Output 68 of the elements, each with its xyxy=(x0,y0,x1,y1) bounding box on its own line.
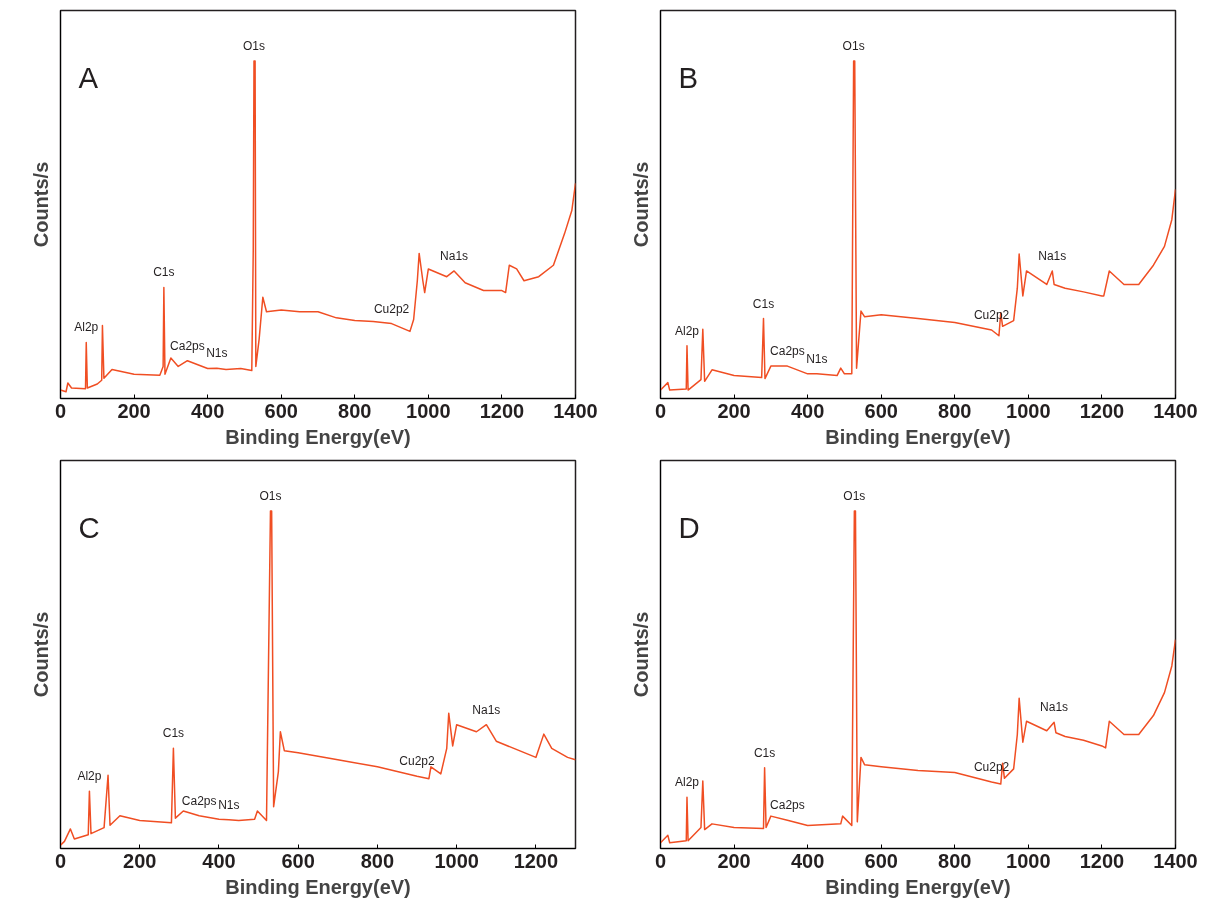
x-tick-label: 1400 xyxy=(1153,399,1198,422)
x-tick-label: 0 xyxy=(654,399,667,422)
x-tick-label: 1200 xyxy=(479,399,525,422)
annotation: O1s xyxy=(259,489,282,504)
x-tick-label: 0 xyxy=(654,849,667,872)
annotation: O1s xyxy=(842,39,865,54)
x-axis-title: Binding Energy(eV) xyxy=(225,875,411,898)
x-tick-label: 1000 xyxy=(1006,399,1051,422)
annotation: Al2p xyxy=(674,323,700,338)
x-tick-label: 800 xyxy=(938,399,972,422)
x-axis-title: Binding Energy(eV) xyxy=(825,425,1011,448)
chart-title: B xyxy=(678,60,699,94)
x-tick-label: 0 xyxy=(54,849,67,872)
annotation: O1s xyxy=(242,39,265,54)
y-axis-title: Counts/s xyxy=(629,611,652,698)
x-tick-label: 200 xyxy=(717,399,751,422)
x-tick-label: 1200 xyxy=(1079,849,1125,872)
annotation: N1s xyxy=(806,351,828,366)
x-tick-label: 400 xyxy=(790,849,825,872)
x-tick-label: 400 xyxy=(202,849,236,872)
annotation: Na1s xyxy=(472,702,501,717)
x-tick-label: 1200 xyxy=(1079,399,1125,422)
annotation: C1s xyxy=(752,296,775,311)
annotation: Cu2p2 xyxy=(373,301,410,316)
annotation: Al2p xyxy=(674,775,700,790)
x-tick-label: 200 xyxy=(717,849,751,872)
annotation: Ca2ps xyxy=(170,338,205,353)
x-tick-label: 0 xyxy=(54,399,67,422)
chart-title: A xyxy=(78,60,99,94)
x-tick-label: 200 xyxy=(117,399,151,422)
chart-title: C xyxy=(78,510,100,544)
x-tick-label: 1400 xyxy=(553,399,598,422)
annotation: Na1s xyxy=(1038,248,1067,263)
x-tick-label: 800 xyxy=(338,399,372,422)
annotation: Ca2ps xyxy=(770,798,805,813)
chart-title: D xyxy=(678,510,700,544)
annotation: N1s xyxy=(218,797,240,812)
y-axis-title: Counts/s xyxy=(629,161,652,248)
y-axis-title: Counts/s xyxy=(29,161,52,248)
x-tick-label: 800 xyxy=(360,849,395,872)
annotation: Al2p xyxy=(74,320,99,335)
annotation: Na1s xyxy=(1040,700,1069,715)
annotation: C1s xyxy=(753,745,776,760)
y-axis-title: Counts/s xyxy=(29,611,52,698)
annotation: Ca2ps xyxy=(770,344,805,359)
x-tick-label: 1200 xyxy=(513,849,559,872)
annotation: C1s xyxy=(162,726,185,741)
x-tick-label: 800 xyxy=(938,849,972,872)
annotation: C1s xyxy=(153,265,175,280)
annotation: Al2p xyxy=(77,769,102,784)
x-tick-label: 1400 xyxy=(1153,849,1198,872)
annotation: N1s xyxy=(206,346,228,361)
annotation: Ca2ps xyxy=(181,793,217,808)
x-axis-title: Binding Energy(eV) xyxy=(825,875,1011,898)
annotation: O1s xyxy=(843,489,866,504)
x-tick-label: 1000 xyxy=(406,399,451,422)
x-tick-label: 600 xyxy=(264,399,298,422)
x-tick-label: 1000 xyxy=(434,849,479,872)
x-tick-label: 600 xyxy=(864,399,898,422)
annotation: Na1s xyxy=(440,248,469,263)
x-tick-label: 1000 xyxy=(1006,849,1051,872)
x-tick-label: 600 xyxy=(281,849,315,872)
x-axis-title: Binding Energy(eV) xyxy=(225,425,411,448)
x-tick-label: 400 xyxy=(190,399,225,422)
x-tick-label: 600 xyxy=(864,849,898,872)
annotation: Cu2p2 xyxy=(399,754,436,769)
x-tick-label: 400 xyxy=(790,399,825,422)
x-tick-label: 200 xyxy=(123,849,157,872)
